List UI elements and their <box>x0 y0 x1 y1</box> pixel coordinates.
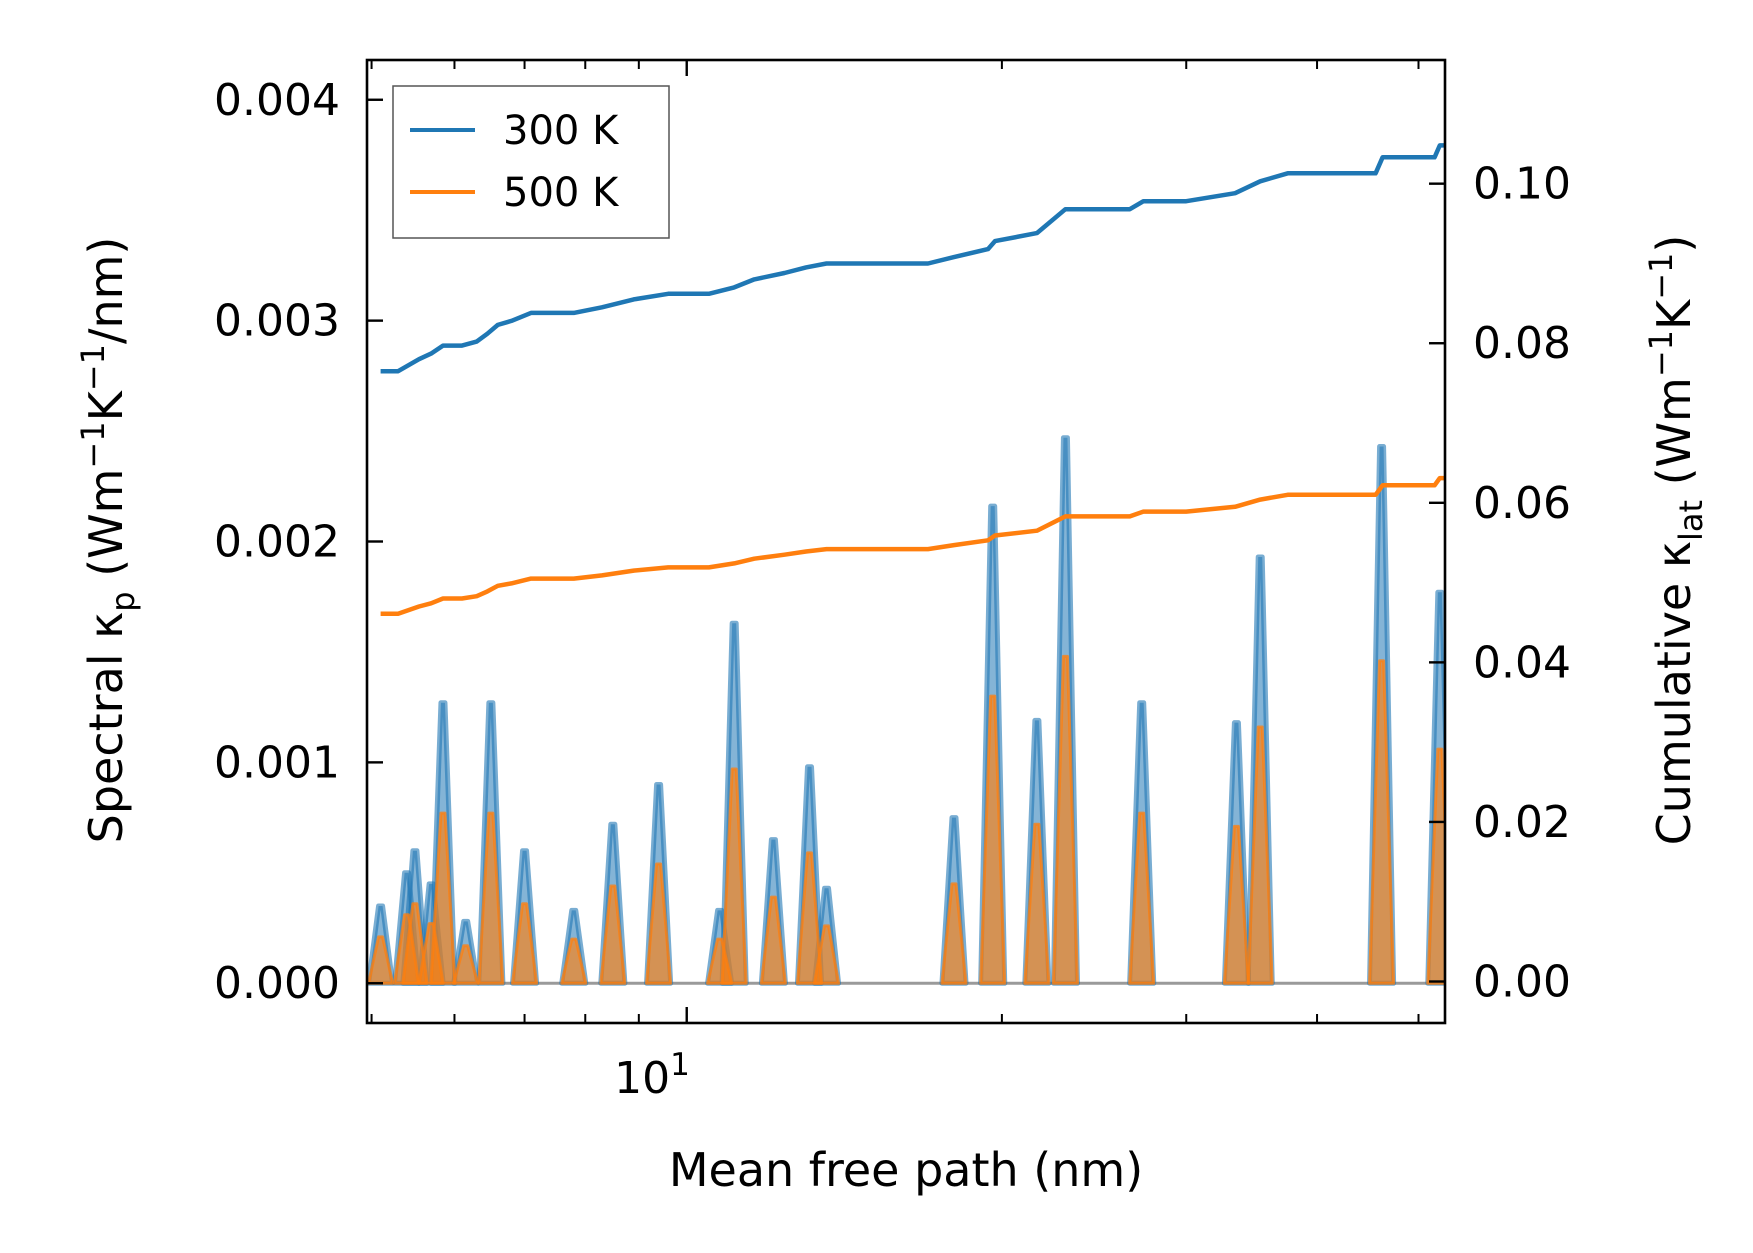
y-right-tick-label-0: 0.00 <box>1473 957 1571 1008</box>
y-left-axis-label: Spectral κp (Wm−1K−1/nm) <box>74 237 142 844</box>
y-right-tick-label-5: 0.10 <box>1473 159 1571 210</box>
y-left-tick-label-2: 0.002 <box>214 517 340 568</box>
y-left-label-sup2: −1 <box>74 344 112 391</box>
y-left-label-main: Spectral κ <box>79 612 133 844</box>
spectral-peak-500k-0 <box>367 935 395 985</box>
spectral-peak-500k-22 <box>1246 725 1274 985</box>
y-right-label-sup1: −1 <box>1642 330 1680 377</box>
spectral-peak-500k-17 <box>979 694 1007 985</box>
spectral-peak-500k-23 <box>1368 659 1396 985</box>
spectral-peak-500k-7 <box>511 902 539 985</box>
y-right-tick-label-2: 0.04 <box>1473 637 1571 688</box>
spectral-peak-500k-8 <box>560 937 588 985</box>
spectral-peak-500k-21 <box>1222 824 1250 985</box>
y-right-label-main: Cumulative κ <box>1647 541 1701 845</box>
cumulative-line-layer <box>380 143 1445 616</box>
y-left-label-units-c: /nm) <box>79 237 133 344</box>
y-right-tick-label-1: 0.02 <box>1473 797 1571 848</box>
x-tick-exp: 1 <box>670 1047 690 1083</box>
spectral-peak-500k-19 <box>1051 654 1079 985</box>
spectral-peak-500k-13 <box>759 895 787 985</box>
spectral-peak-500k-6 <box>477 811 505 985</box>
y-right-label-units-a: (Wm <box>1647 377 1701 500</box>
spectral-peak-500k-9 <box>599 884 627 985</box>
legend-box <box>392 85 670 239</box>
y-left-label-sub: p <box>104 591 142 611</box>
y-left-label-units-b: K <box>79 389 133 421</box>
axis-ticks: 0.000 0.001 0.002 0.003 0.004 0.00 0.02 0.04 0.0… <box>214 60 1571 1023</box>
svg-text:101: 101 <box>614 1047 690 1104</box>
spectral-peak-500k-5 <box>452 944 480 985</box>
y-right-axis-label: Cumulative κlat (Wm−1K−1) <box>1642 235 1710 846</box>
spectral-peak-500k-20 <box>1128 811 1156 985</box>
x-axis-label: Mean free path (nm) <box>669 1143 1143 1197</box>
cumulative-line-500k <box>380 475 1445 616</box>
svg-text:Spectral κp (Wm−1K−1/nm): Spectral κp (Wm−1K−1/nm) <box>74 237 142 844</box>
y-left-tick-label-4: 0.004 <box>214 75 340 126</box>
y-left-tick-label-0: 0.000 <box>214 958 340 1009</box>
y-left-label-sup1: −1 <box>74 421 112 468</box>
y-right-label-sub: lat <box>1672 500 1710 541</box>
y-left-tick-label-3: 0.003 <box>214 296 340 347</box>
spectral-peak-500k-12 <box>720 767 748 985</box>
y-left-label-units-a: (Wm <box>79 469 133 592</box>
cumulative-line-300k <box>380 143 1445 374</box>
legend-label-300k: 300 K <box>503 108 620 154</box>
x-tick-base: 10 <box>614 1053 670 1104</box>
spectral-peak-500k-18 <box>1023 822 1051 985</box>
spectral-area-layer <box>367 435 1445 986</box>
x-tick-label: 101 <box>614 1047 690 1104</box>
spectral-peak-500k-10 <box>645 862 673 985</box>
spectral-peak-500k-16 <box>940 882 968 985</box>
spectral-peak-500k-4 <box>429 811 457 985</box>
y-right-label-units-c: ) <box>1647 235 1701 253</box>
legend-label-500k: 500 K <box>503 170 620 216</box>
y-right-tick-label-3: 0.06 <box>1473 478 1571 529</box>
svg-text:Cumulative κlat (Wm−1K−1): Cumulative κlat (Wm−1K−1) <box>1642 235 1710 846</box>
y-left-tick-label-1: 0.001 <box>214 737 340 788</box>
spectral-peak-500k-15 <box>812 924 841 985</box>
y-right-label-units-b: K <box>1647 298 1701 330</box>
legend: 300 K 500 K <box>392 85 670 239</box>
y-right-label-sup2: −1 <box>1642 253 1680 300</box>
y-right-tick-label-4: 0.08 <box>1473 318 1571 369</box>
